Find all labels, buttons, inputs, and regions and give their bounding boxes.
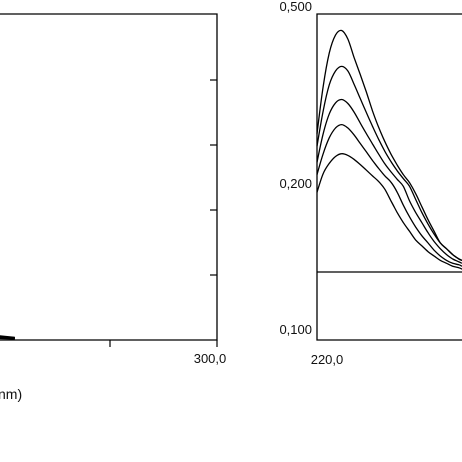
right-series-group [316,29,462,270]
right-y-tick-label-bottom: 0,100 [279,322,312,337]
right-plot-frame [316,13,462,341]
left-plot-frame [0,13,218,341]
right-series-line-0 [316,29,462,262]
left-chart-panel: 300,0 nm) [0,13,227,402]
left-x-axis-label: nm) [0,386,22,402]
right-series-line-3 [316,123,462,267]
left-series-line-0-1 [0,335,15,339]
left-series-line-0-0 [0,335,15,339]
right-series-line-1 [316,65,462,262]
right-series-line-2 [316,98,462,264]
right-y-tick-label-top: 0,500 [279,0,312,14]
right-series-line-4 [316,153,462,270]
left-series-group [0,335,15,340]
right-x-tick-label-start: 220,0 [311,352,344,367]
right-y-tick-label-mid: 0,200 [279,176,312,191]
left-x-tick-label-end: 300,0 [194,351,227,366]
left-x-ticks [109,340,218,347]
right-chart-panel: 0,500 0,200 0,100 220,0 [279,0,462,367]
left-y-ticks [210,79,217,276]
